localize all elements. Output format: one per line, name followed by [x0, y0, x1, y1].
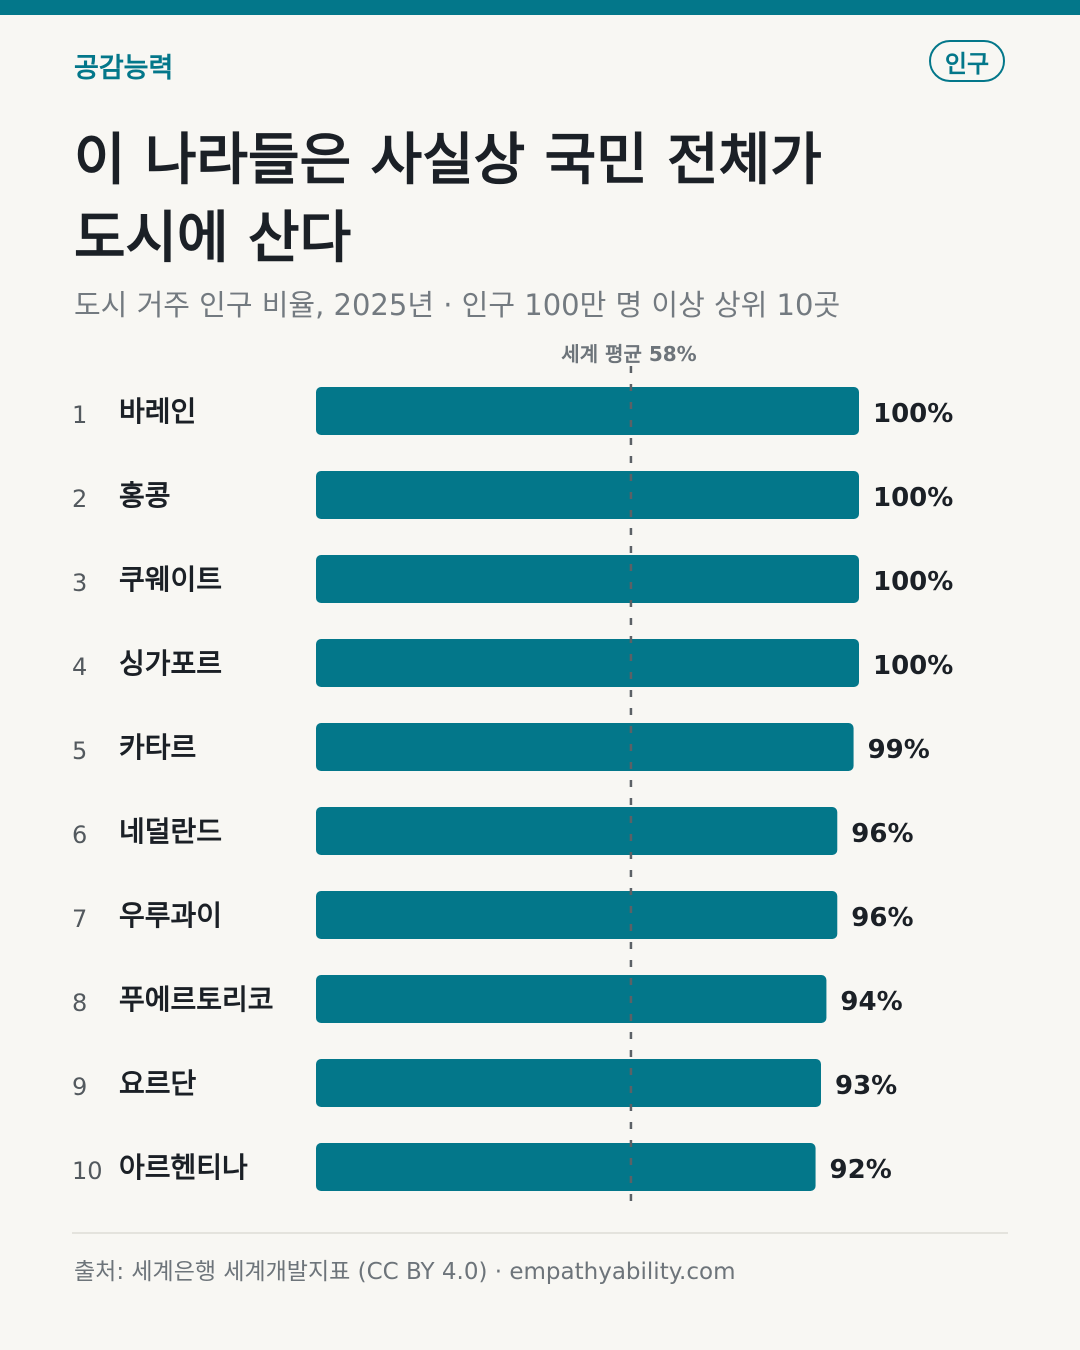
bar	[316, 807, 838, 855]
country-label: 요르단	[119, 1067, 197, 1100]
country-label: 우루과이	[119, 899, 222, 932]
country-label: 아르헨티나	[119, 1151, 248, 1184]
country-label: 바레인	[119, 395, 196, 428]
source-note: 출처: 세계은행 세계개발지표 (CC BY 4.0) · empathyabi…	[74, 1259, 736, 1285]
bar	[316, 387, 859, 435]
country-label: 카타르	[119, 731, 196, 764]
country-label: 푸에르토리코	[119, 983, 274, 1016]
bar	[316, 471, 859, 519]
bar	[316, 891, 838, 939]
bar	[316, 639, 859, 687]
country-label: 홍콩	[119, 479, 171, 512]
value-label: 99%	[868, 735, 930, 765]
value-label: 100%	[873, 651, 953, 681]
footer-divider	[72, 1232, 1008, 1234]
rank-label: 8	[72, 989, 87, 1017]
value-label: 100%	[873, 567, 953, 597]
rank-label: 10	[72, 1157, 103, 1185]
country-label: 네덜란드	[119, 815, 222, 848]
average-line-label: 세계 평균 58%	[561, 342, 697, 366]
bar	[316, 723, 854, 771]
value-label: 100%	[873, 399, 953, 429]
country-label: 싱가포르	[119, 647, 222, 680]
value-label: 92%	[830, 1155, 892, 1185]
rank-label: 9	[72, 1073, 87, 1101]
rank-label: 2	[72, 485, 87, 513]
rank-label: 6	[72, 821, 87, 849]
value-label: 93%	[835, 1071, 897, 1101]
title-line-1: 이 나라들은 사실상 국민 전체가	[74, 128, 822, 193]
chart-subtitle: 도시 거주 인구 비율, 2025년 · 인구 100만 명 이상 상위 10곳	[74, 288, 841, 322]
brand-name: 공감능력	[74, 53, 174, 84]
page-title: 이 나라들은 사실상 국민 전체가 도시에 산다	[74, 122, 822, 278]
rank-label: 4	[72, 653, 87, 681]
value-label: 94%	[840, 987, 902, 1017]
value-label: 100%	[873, 483, 953, 513]
rank-label: 7	[72, 905, 87, 933]
rank-label: 5	[72, 737, 87, 765]
country-label: 쿠웨이트	[119, 563, 222, 596]
title-line-2: 도시에 산다	[74, 206, 352, 271]
bar	[316, 1143, 816, 1191]
top-accent-bar	[0, 0, 1080, 15]
bar	[316, 555, 859, 603]
rank-label: 1	[72, 401, 87, 429]
rank-label: 3	[72, 569, 87, 597]
bar	[316, 975, 827, 1023]
value-label: 96%	[851, 819, 913, 849]
bar	[316, 1059, 821, 1107]
value-label: 96%	[851, 903, 913, 933]
category-tag: 인구	[929, 40, 1005, 82]
